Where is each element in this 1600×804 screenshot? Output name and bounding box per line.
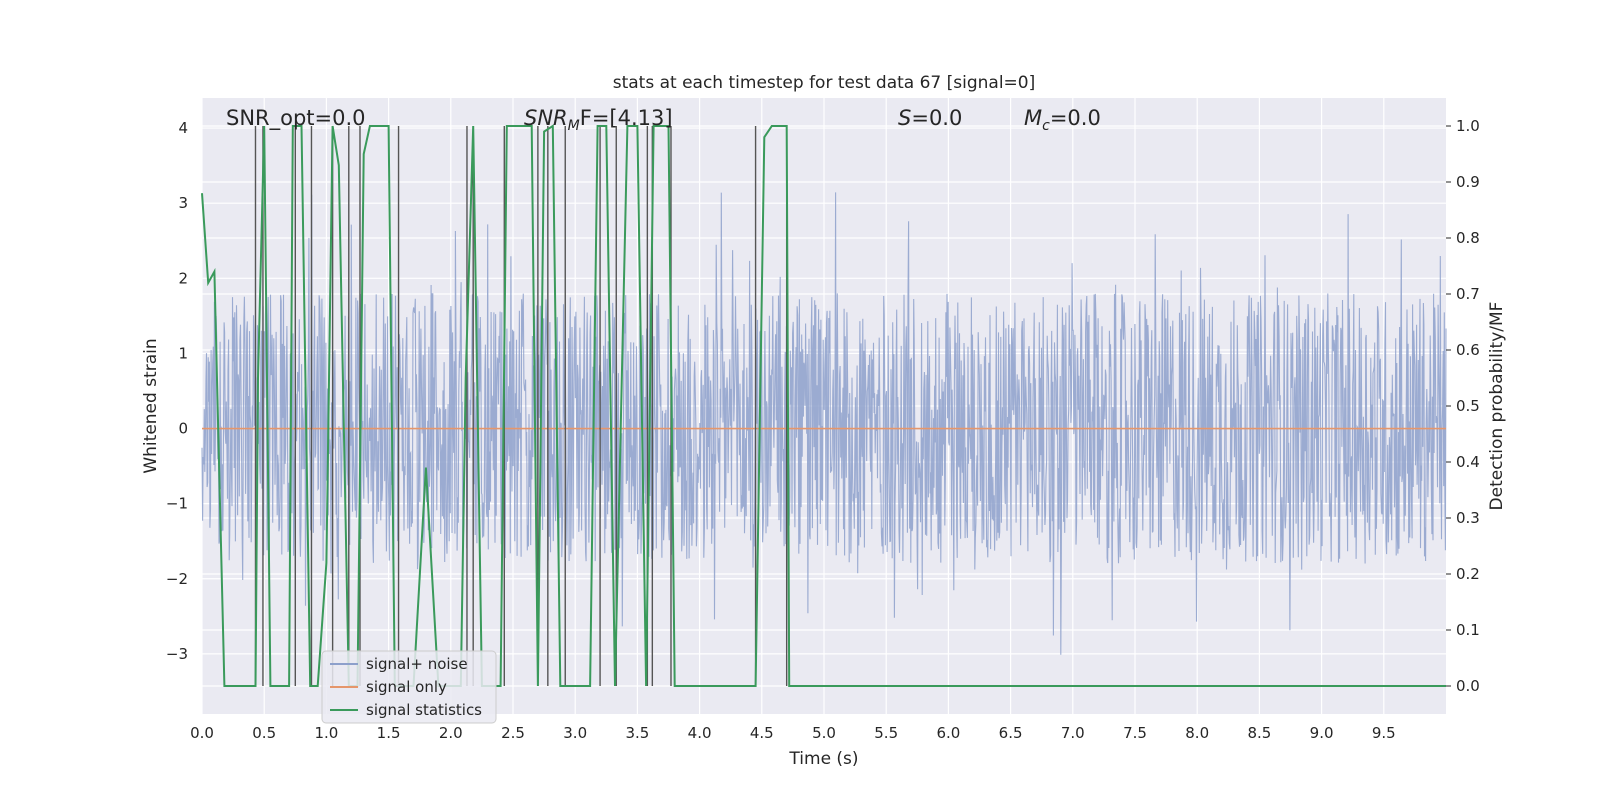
y-tick-label: 2 <box>178 269 188 287</box>
annotation-s-value: =0.0 <box>911 106 962 130</box>
x-tick-label: 9.0 <box>1310 724 1334 742</box>
x-tick-label: 2.0 <box>439 724 463 742</box>
annotation-mc-symbol: M <box>1024 106 1042 130</box>
signal-noise-line <box>201 192 1447 655</box>
annotation-mc-value: =0.0 <box>1050 106 1101 130</box>
x-tick-label: 3.0 <box>563 724 587 742</box>
y-tick-label: −1 <box>166 495 188 513</box>
x-tick-label: 4.0 <box>688 724 712 742</box>
y2-tick-label: 0.0 <box>1456 677 1480 695</box>
y2-tick-label: 0.1 <box>1456 621 1480 639</box>
x-tick-label: 7.5 <box>1123 724 1147 742</box>
x-tick-label: 1.5 <box>377 724 401 742</box>
y2-tick-label: 0.2 <box>1456 565 1480 583</box>
annotation-snr-mf: SNRMF=[4.13] <box>524 106 673 134</box>
signal-noise-series <box>201 192 1447 655</box>
y-tick-label: 4 <box>178 119 188 137</box>
y2-tick-label: 0.7 <box>1456 285 1480 303</box>
y2-tick-label: 0.9 <box>1456 173 1480 191</box>
legend-box <box>321 650 497 724</box>
x-tick-label: 9.5 <box>1372 724 1396 742</box>
annotation-mc-subscript: c <box>1042 118 1050 134</box>
y-tick-label: −3 <box>166 645 188 663</box>
y-axis-label: Whitened strain <box>141 338 161 473</box>
legend-label-signal-statistics: signal statistics <box>366 701 482 719</box>
y-tick-label: 1 <box>178 344 188 362</box>
x-tick-label: 6.5 <box>999 724 1023 742</box>
annotation-snr-mf-subscript: M <box>568 118 580 134</box>
chart-title: stats at each timestep for test data 67 … <box>613 73 1036 93</box>
x-tick-label: 5.0 <box>812 724 836 742</box>
x-tick-label: 1.0 <box>314 724 338 742</box>
legend-label-signal-only: signal only <box>366 678 447 696</box>
legend: signal+ noise signal only signal statist… <box>321 650 497 724</box>
y2-axis-label: Detection probability/MF <box>1487 302 1507 511</box>
x-tick-label: 4.5 <box>750 724 774 742</box>
legend-label-signal-noise: signal+ noise <box>366 655 468 673</box>
x-tick-label: 0.5 <box>252 724 276 742</box>
x-tick-label: 0.0 <box>190 724 214 742</box>
y-tick-label: 3 <box>178 194 188 212</box>
x-tick-label: 5.5 <box>874 724 898 742</box>
y-tick-label: 0 <box>178 420 188 438</box>
x-tick-label: 8.5 <box>1247 724 1271 742</box>
x-axis-label: Time (s) <box>788 749 858 769</box>
annotation-snr-opt: SNR_opt=0.0 <box>226 106 366 131</box>
y-tick-label: −2 <box>166 570 188 588</box>
y2-tick-label: 0.3 <box>1456 509 1480 527</box>
annotation-s: S=0.0 <box>898 106 962 130</box>
signal-statistics-line <box>201 124 1446 687</box>
y2-tick-label: 0.6 <box>1456 341 1480 359</box>
y2-tick-label: 0.8 <box>1456 229 1480 247</box>
x-tick-label: 6.0 <box>936 724 960 742</box>
x-tick-label: 2.5 <box>501 724 525 742</box>
signal-statistics-series <box>201 124 1446 687</box>
annotation-s-symbol: S <box>898 106 911 130</box>
x-tick-label: 3.5 <box>625 724 649 742</box>
x-tick-label: 7.0 <box>1061 724 1085 742</box>
tick-labels: 0.0 0.5 1.0 1.5 2.0 2.5 3.0 3.5 4.0 4.5 5.0 5.5 6.0 6… <box>166 117 1480 742</box>
y2-tick-label: 1.0 <box>1456 117 1480 135</box>
annotation-snr-mf-symbol: SNR <box>524 106 568 130</box>
annotation-snr-mf-value: F=[4.13] <box>580 106 673 130</box>
annotation-mc: Mc=0.0 <box>1024 106 1101 134</box>
y2-tick-label: 0.4 <box>1456 453 1480 471</box>
y2-tick-label: 0.5 <box>1456 397 1480 415</box>
x-tick-label: 8.0 <box>1185 724 1209 742</box>
